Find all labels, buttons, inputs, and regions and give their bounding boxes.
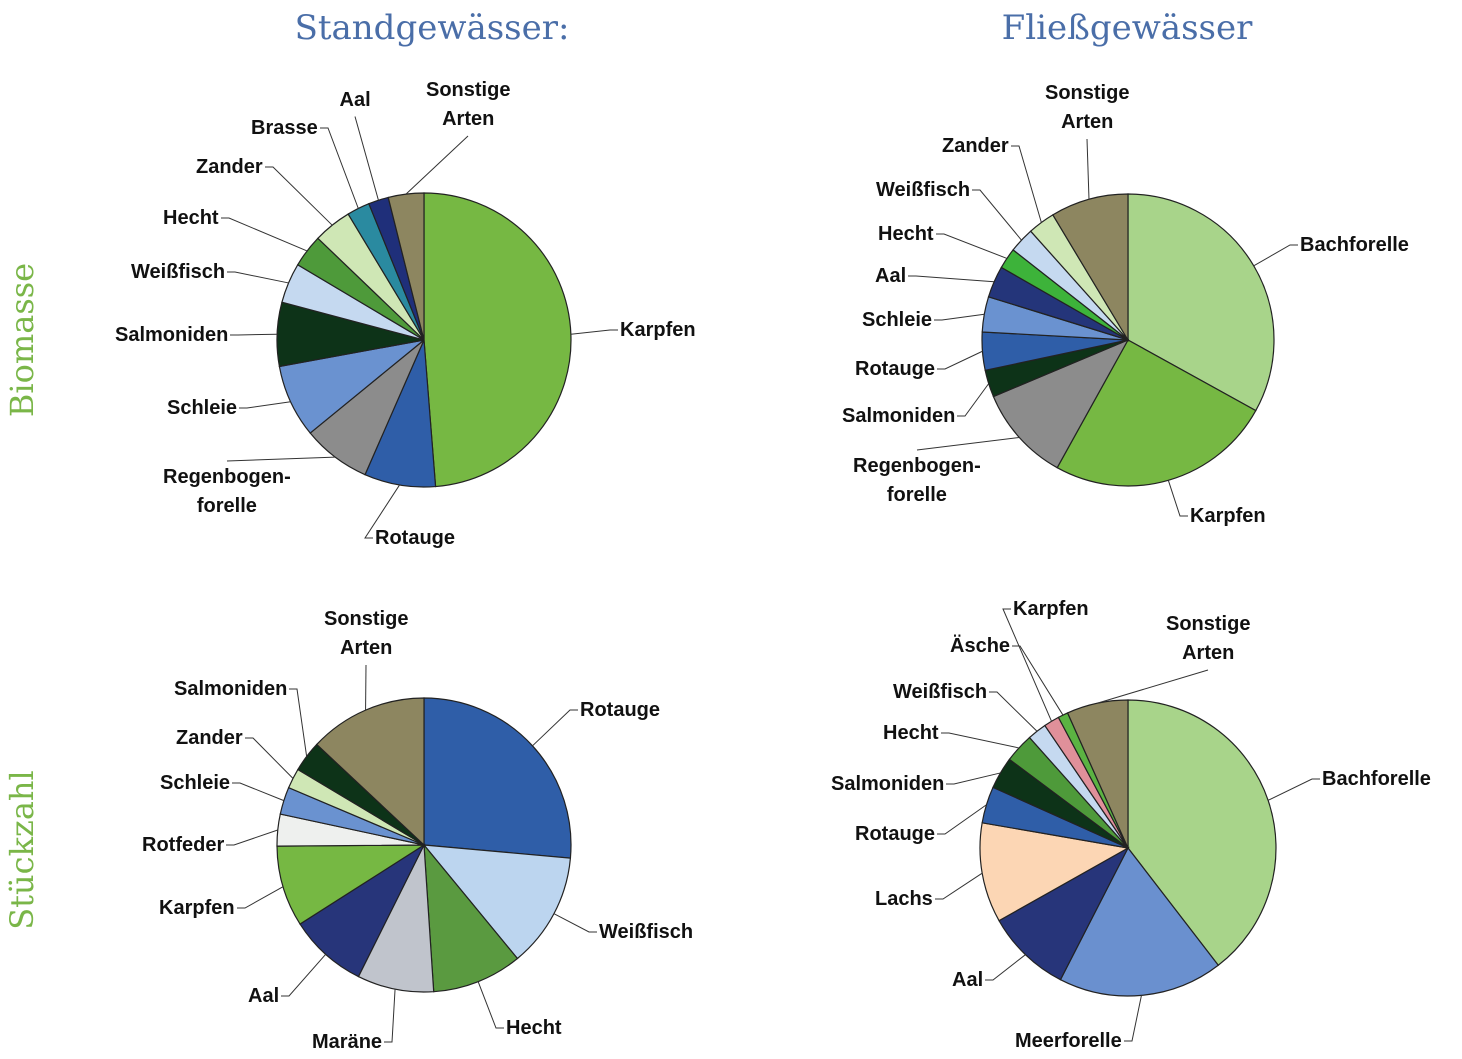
slice-label: Schleie xyxy=(160,769,230,798)
slice-label: Weißfisch xyxy=(131,258,225,287)
leader-line xyxy=(937,805,986,834)
leader-line xyxy=(554,914,597,932)
leader-line xyxy=(245,738,293,778)
leader-line xyxy=(957,384,989,416)
leader-line xyxy=(941,733,1019,748)
leader-line xyxy=(532,710,578,746)
page: {"column_titles": ["Standgewässer:", "Fl… xyxy=(0,0,1462,1059)
leader-line xyxy=(237,887,283,908)
leader-line xyxy=(478,982,504,1028)
slice-label: Aal xyxy=(248,982,279,1011)
slice-label: Rotauge xyxy=(855,355,935,384)
leader-line xyxy=(989,692,1037,731)
slice-label: Äsche xyxy=(950,632,1010,661)
leader-line xyxy=(1011,146,1041,222)
leader-line xyxy=(908,276,994,282)
leader-line xyxy=(1168,480,1188,516)
slice-label: Maräne xyxy=(312,1028,382,1057)
leader-line xyxy=(384,989,395,1042)
leader-line xyxy=(1087,139,1089,199)
slice-label: Regenbogen- forelle xyxy=(853,452,981,510)
column-title: Fließgewässer xyxy=(1002,8,1253,48)
slice-label: Hecht xyxy=(883,719,939,748)
slice-label: Aal xyxy=(340,86,371,115)
slice-label: Hecht xyxy=(878,220,934,249)
leader-line xyxy=(936,234,1007,258)
slice-label: Rotauge xyxy=(375,524,455,553)
slice-label: Bachforelle xyxy=(1322,765,1431,794)
slice-label: Weißfisch xyxy=(893,678,987,707)
slice-label: Sonstige Arten xyxy=(426,76,510,134)
leader-line xyxy=(1012,646,1063,715)
leader-line xyxy=(1254,245,1298,266)
leader-line xyxy=(265,167,332,225)
leader-line xyxy=(1268,779,1320,800)
leader-line xyxy=(239,402,291,408)
leader-line xyxy=(227,272,289,283)
leader-line xyxy=(227,457,335,461)
slice-label: Brasse xyxy=(251,114,318,143)
slice-label: Salmoniden xyxy=(174,675,287,704)
leader-line xyxy=(937,351,982,369)
leader-line xyxy=(232,783,284,801)
slice-label: Zander xyxy=(942,132,1009,161)
slice-label: Karpfen xyxy=(620,316,696,345)
pie-slice xyxy=(424,193,571,487)
leader-line xyxy=(1124,995,1141,1041)
leader-line xyxy=(935,873,982,899)
row-title: Stückzahl xyxy=(3,770,41,929)
row-title: Biomasse xyxy=(3,263,41,417)
slice-label: Rotfeder xyxy=(142,831,224,860)
leader-line xyxy=(355,117,378,201)
slice-label: Karpfen xyxy=(1013,595,1089,624)
leader-line xyxy=(289,689,307,756)
slice-label: Weißfisch xyxy=(599,918,693,947)
leader-line xyxy=(320,128,358,208)
slice-label: Lachs xyxy=(875,885,933,914)
slice-label: Hecht xyxy=(506,1014,562,1043)
slice-label: Karpfen xyxy=(1190,502,1266,531)
slice-label: Bachforelle xyxy=(1300,231,1409,260)
leader-line xyxy=(571,330,618,334)
leader-line xyxy=(406,136,468,194)
slice-label: Salmoniden xyxy=(831,770,944,799)
slice-label: Aal xyxy=(875,262,906,291)
slice-label: Sonstige Arten xyxy=(1045,79,1129,137)
slice-label: Regenbogen- forelle xyxy=(163,463,291,521)
leader-line xyxy=(917,437,1019,450)
leader-line xyxy=(1097,670,1208,703)
slice-label: Karpfen xyxy=(159,894,235,923)
slice-label: Meerforelle xyxy=(1015,1027,1122,1056)
slice-label: Schleie xyxy=(167,394,237,423)
slice-label: Rotauge xyxy=(855,820,935,849)
slice-label: Aal xyxy=(952,966,983,995)
leader-line xyxy=(972,190,1021,240)
leader-line xyxy=(221,218,307,251)
slice-label: Salmoniden xyxy=(842,402,955,431)
slice-label: Weißfisch xyxy=(876,176,970,205)
leader-line xyxy=(985,955,1025,980)
slice-label: Hecht xyxy=(163,204,219,233)
slice-label: Schleie xyxy=(862,306,932,335)
slice-label: Rotauge xyxy=(580,696,660,725)
slice-label: Zander xyxy=(196,153,263,182)
leader-line xyxy=(281,954,326,996)
slice-label: Sonstige Arten xyxy=(1166,610,1250,668)
leader-line xyxy=(934,314,984,320)
leader-line xyxy=(230,334,277,335)
pie-slice xyxy=(424,698,571,858)
slice-label: Zander xyxy=(176,724,243,753)
column-title: Standgewässer: xyxy=(295,8,570,48)
slice-label: Salmoniden xyxy=(115,321,228,350)
slice-label: Sonstige Arten xyxy=(324,605,408,663)
leader-line xyxy=(946,773,1000,784)
leader-line xyxy=(226,830,278,845)
